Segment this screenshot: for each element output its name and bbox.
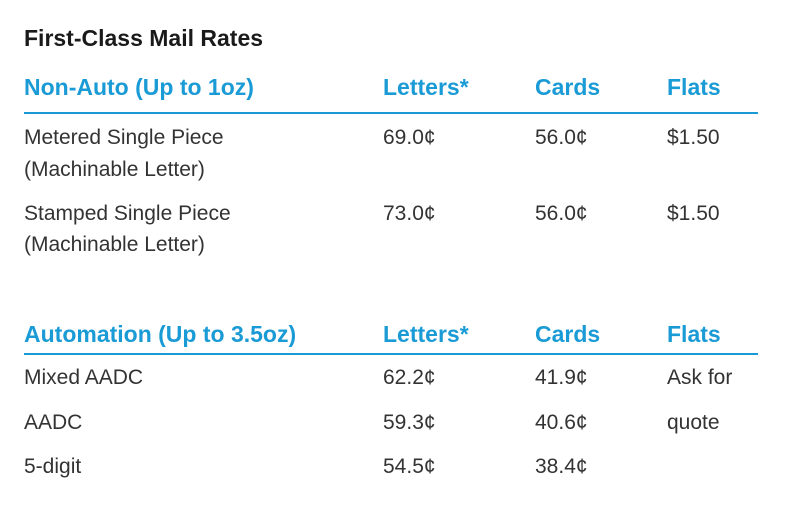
column-header: Cards: [535, 74, 601, 100]
table-cell: 62.2¢: [383, 366, 436, 389]
header-rule: [24, 353, 758, 355]
table-cell: 38.4¢: [535, 455, 588, 478]
flats-note: quote: [667, 411, 720, 434]
table-cell: (Machinable Letter): [24, 233, 205, 256]
table-cell: 59.3¢: [383, 411, 436, 434]
table-cell: 73.0¢: [383, 202, 436, 225]
title: First-Class Mail Rates: [24, 25, 264, 51]
table-cell: 69.0¢: [383, 126, 436, 149]
table-cell: $1.50: [667, 126, 720, 149]
flats-note: Ask for: [667, 366, 733, 389]
table-cell: (Machinable Letter): [24, 158, 205, 181]
column-header: Flats: [667, 74, 721, 100]
table-cell: AADC: [24, 411, 83, 434]
column-header: Automation (Up to 3.5oz): [24, 321, 297, 347]
table-cell: Mixed AADC: [24, 366, 144, 389]
table-cell: 41.9¢: [535, 366, 588, 389]
table-cell: 56.0¢: [535, 202, 588, 225]
column-header: Non-Auto (Up to 1oz): [24, 74, 254, 100]
table-cell: $1.50: [667, 202, 720, 225]
table-cell: 54.5¢: [383, 455, 436, 478]
table-cell: 40.6¢: [535, 411, 588, 434]
column-header: Cards: [535, 321, 601, 347]
table-cell: Stamped Single Piece: [24, 202, 231, 225]
column-header: Letters*: [383, 74, 469, 100]
header-rule: [24, 112, 758, 114]
table-cell: 5-digit: [24, 455, 82, 478]
column-header: Letters*: [383, 321, 469, 347]
column-header: Flats: [667, 321, 721, 347]
table-cell: 56.0¢: [535, 126, 588, 149]
table-cell: Metered Single Piece: [24, 126, 224, 149]
